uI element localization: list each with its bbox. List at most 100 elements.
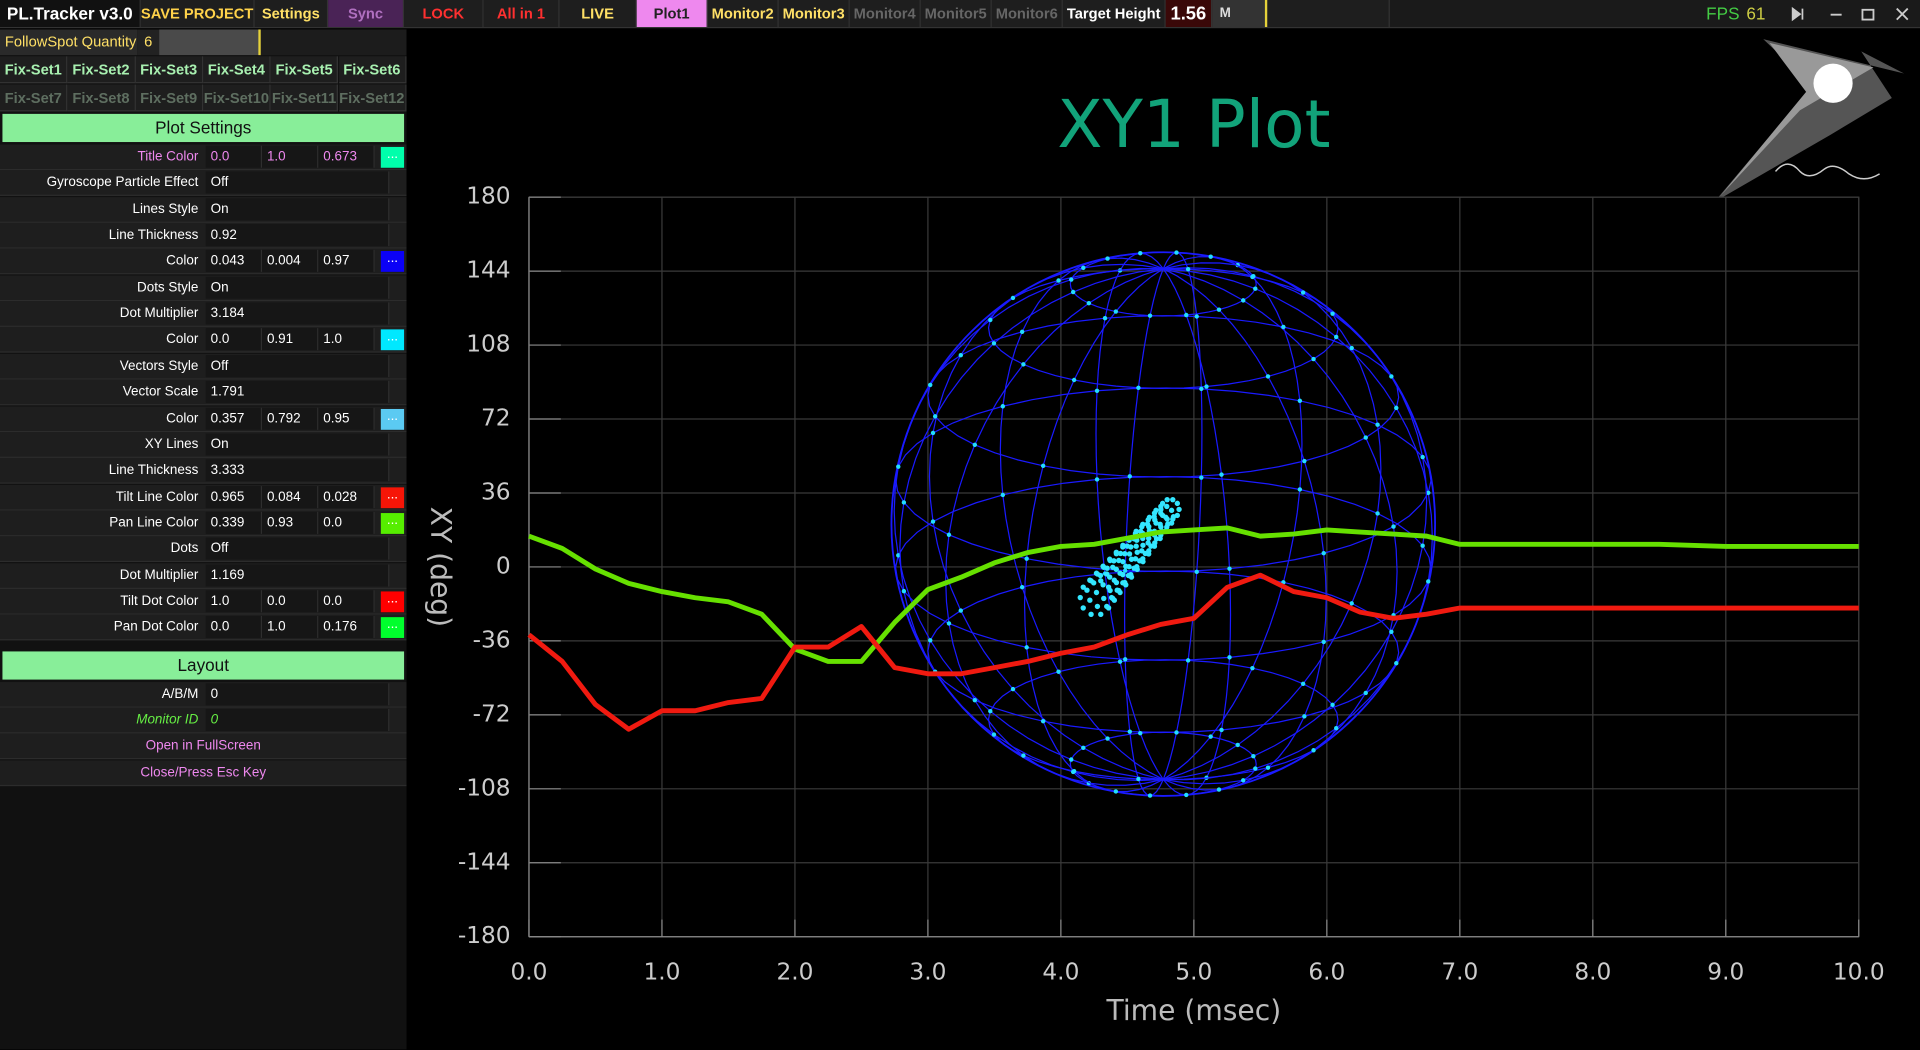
row-value[interactable]: 0.0	[205, 616, 263, 639]
fix-set-button[interactable]: Fix-Set3	[135, 56, 204, 84]
row-value[interactable]: 0	[205, 708, 390, 732]
row-value[interactable]: Off	[205, 537, 390, 560]
color-swatch[interactable]: ...	[380, 486, 405, 508]
row-value[interactable]: On	[205, 276, 390, 299]
sphere-dot	[1136, 776, 1141, 782]
maximize-button[interactable]	[1861, 8, 1875, 21]
fix-set-button[interactable]: Fix-Set1	[0, 56, 68, 84]
row-value[interactable]: 0.176	[318, 616, 375, 639]
row-value[interactable]: 0.97	[318, 250, 375, 273]
fix-set-button[interactable]: Fix-Set9	[135, 84, 204, 112]
sphere-dot	[958, 608, 963, 613]
row-value[interactable]: 0.792	[262, 407, 319, 430]
color-swatch[interactable]: ...	[380, 146, 405, 168]
row-label: A/B/M	[161, 686, 199, 702]
target-height-unit[interactable]: M	[1212, 0, 1268, 27]
color-swatch[interactable]: ...	[380, 591, 405, 613]
toolbar-button[interactable]: Monitor6	[991, 0, 1063, 27]
window-controls[interactable]	[1782, 0, 1920, 28]
sphere-dot	[1334, 334, 1339, 340]
gyroscope-sphere	[890, 250, 1437, 798]
vector-dot	[1159, 500, 1166, 507]
row-value[interactable]: 1.0	[262, 145, 319, 168]
followspot-slider[interactable]	[159, 29, 261, 56]
sphere-dot	[972, 442, 978, 447]
row-value[interactable]: 0.95	[318, 407, 375, 430]
sphere-meridian	[1023, 268, 1164, 793]
fps-label: FPS	[1706, 3, 1740, 24]
row-value[interactable]: 0.357	[205, 407, 263, 430]
vector-dot	[1120, 542, 1126, 548]
color-swatch[interactable]: ...	[380, 408, 405, 430]
fix-set-button[interactable]: Fix-Set4	[203, 56, 271, 84]
row-value[interactable]: 1.0	[318, 328, 375, 351]
toolbar-button[interactable]: Monitor4	[849, 0, 921, 27]
fix-set-button[interactable]: Fix-Set10	[203, 84, 271, 112]
row-value[interactable]: 0.0	[318, 511, 375, 534]
toolbar-button[interactable]: Monitor3	[778, 0, 850, 27]
row-value[interactable]: 0.339	[205, 511, 263, 534]
color-swatch[interactable]: ...	[380, 251, 405, 273]
row-value[interactable]: 1.169	[205, 563, 390, 587]
color-swatch[interactable]: ...	[380, 617, 405, 639]
row-value[interactable]: Off	[205, 354, 390, 377]
row-label[interactable]: Open in FullScreen	[145, 738, 261, 754]
row-value[interactable]: 0.0	[262, 590, 319, 613]
toolbar-button[interactable]: Monitor2	[707, 0, 779, 27]
row-label[interactable]: Close/Press Esc Key	[140, 764, 267, 780]
row-value[interactable]: 0.673	[318, 145, 375, 168]
sphere-dot	[1122, 568, 1128, 573]
fix-set-button[interactable]: Fix-Set8	[67, 84, 136, 112]
settings-row: Line Thickness 3.333	[0, 458, 407, 484]
fix-set-button[interactable]: Fix-Set5	[270, 56, 339, 84]
row-value[interactable]: 1.0	[262, 616, 319, 639]
row-value[interactable]: 0.91	[262, 328, 319, 351]
row-value[interactable]: Off	[205, 171, 390, 194]
toolbar-button[interactable]: Settings	[254, 0, 329, 27]
row-value[interactable]: 0	[205, 682, 390, 705]
fix-set-button[interactable]: Fix-Set12	[338, 84, 407, 112]
target-height-value[interactable]: 1.56	[1165, 0, 1213, 27]
followspot-value[interactable]: 6	[137, 29, 160, 56]
row-value[interactable]: 0.965	[205, 485, 263, 508]
fix-set-button[interactable]: Fix-Set11	[270, 84, 339, 112]
sphere-dot	[1069, 277, 1074, 282]
row-value[interactable]: 1.791	[205, 380, 390, 404]
row-value[interactable]: 0.93	[262, 511, 319, 534]
color-swatch[interactable]: ...	[380, 512, 405, 534]
toolbar-button[interactable]: Target Height	[1062, 0, 1166, 27]
fix-set-button[interactable]: Fix-Set2	[67, 56, 136, 84]
color-swatch[interactable]: ...	[380, 329, 405, 351]
row-value[interactable]: 0.0	[205, 145, 263, 168]
toolbar-button[interactable]: Plot1	[636, 0, 708, 27]
row-value[interactable]: On	[205, 197, 390, 221]
toolbar-button[interactable]: LOCK	[404, 0, 484, 27]
row-value[interactable]: 0.043	[205, 250, 263, 273]
toolbar-button[interactable]: All in 1	[483, 0, 560, 27]
close-button[interactable]	[1896, 7, 1909, 21]
row-value[interactable]: 0.028	[318, 485, 375, 508]
sphere-dot	[1204, 384, 1209, 389]
row-value[interactable]: 0.0	[318, 590, 375, 613]
vector-dot	[1158, 524, 1164, 530]
row-value[interactable]: On	[205, 433, 390, 456]
toolbar-button[interactable]: SAVE PROJECT	[140, 0, 255, 27]
sphere-dot	[1199, 386, 1204, 392]
toolbar-button[interactable]: LIVE	[559, 0, 637, 27]
sphere-dot	[946, 621, 952, 626]
toolbar-button[interactable]: Monitor5	[920, 0, 992, 27]
row-value[interactable]: 0.0	[205, 328, 263, 351]
step-button[interactable]	[1791, 6, 1804, 22]
row-value[interactable]: 1.0	[205, 590, 263, 613]
row-value[interactable]: 3.333	[205, 459, 390, 482]
fix-set-button[interactable]: Fix-Set6	[338, 56, 407, 84]
toolbar-button[interactable]: Sync	[328, 0, 405, 27]
row-value[interactable]: 0.92	[205, 224, 390, 247]
row-value[interactable]: 0.004	[262, 250, 319, 273]
fix-set-button[interactable]: Fix-Set7	[0, 84, 68, 112]
y-axis-label: XY (deg)	[424, 507, 457, 627]
row-label: Dots	[170, 541, 199, 557]
row-value[interactable]: 3.184	[205, 302, 390, 325]
row-value[interactable]: 0.084	[262, 485, 319, 508]
sphere-dot	[1300, 681, 1306, 686]
